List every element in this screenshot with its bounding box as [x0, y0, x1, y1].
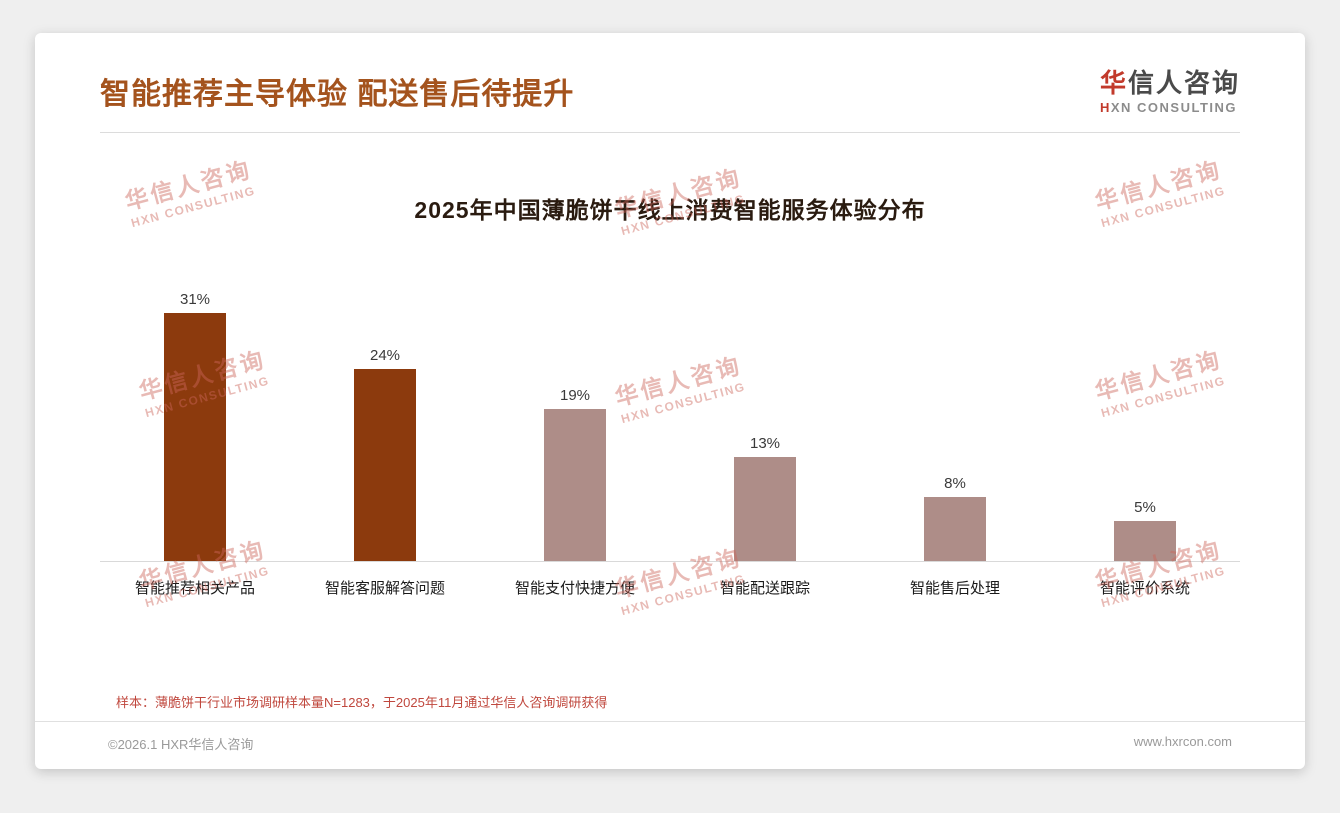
- copyright-text: ©2026.1 HXR华信人咨询: [108, 736, 254, 752]
- page-title: 智能推荐主导体验 配送售后待提升: [100, 78, 575, 111]
- sample-note: 样本：薄脆饼干行业市场调研样本量N=1283，于2025年11月通过华信人咨询调…: [116, 694, 608, 710]
- bar-column: 13%: [670, 435, 860, 561]
- bar: [1114, 520, 1176, 561]
- bar: [544, 408, 606, 561]
- bar-column: 19%: [480, 387, 670, 561]
- bar-value-label: 31%: [179, 290, 211, 308]
- category-label: 智能评价系统: [1099, 579, 1190, 597]
- category-label: 智能推荐相关产品: [134, 579, 255, 597]
- bar-value-label: 13%: [749, 434, 781, 452]
- bar: [354, 368, 416, 561]
- brand-logo: 华信人咨询 HXN CONSULTING: [1099, 68, 1240, 116]
- logo-english: HXN CONSULTING: [1099, 99, 1238, 115]
- category-label: 智能配送跟踪: [719, 579, 810, 597]
- title-divider: [100, 131, 1240, 133]
- bar-column: 24%: [290, 347, 480, 561]
- bar-value-label: 5%: [1134, 498, 1156, 516]
- category-label: 智能客服解答问题: [324, 579, 445, 597]
- bar-column: 5%: [1050, 499, 1240, 561]
- logo-chinese-accent: 华: [1099, 68, 1128, 98]
- bar-column: 8%: [860, 475, 1050, 561]
- x-axis-line: [100, 560, 1240, 562]
- bar: [924, 496, 986, 561]
- bar: [734, 456, 796, 561]
- bar-chart: 2025年中国薄脆饼干线上消费智能服务体验分布 31% 24% 19% 13% 8% 5%…: [100, 191, 1240, 598]
- category-label: 智能售后处理: [909, 579, 1000, 597]
- category-labels-row: 智能推荐相关产品 智能客服解答问题 智能支付快捷方便 智能配送跟踪 智能售后处理 智能评价…: [100, 562, 1240, 598]
- website-link[interactable]: www.hxrcon.com: [1133, 733, 1232, 749]
- category-label: 智能支付快捷方便: [514, 579, 635, 597]
- bar-value-label: 19%: [559, 386, 591, 404]
- bar-value-label: 8%: [944, 474, 966, 492]
- report-card: 智能推荐主导体验 配送售后待提升 华信人咨询 HXN CONSULTING 20…: [35, 33, 1305, 769]
- header: 智能推荐主导体验 配送售后待提升 华信人咨询 HXN CONSULTING: [100, 33, 1240, 116]
- footer-divider: [35, 720, 1305, 722]
- bars-area: 31% 24% 19% 13% 8% 5%: [100, 281, 1240, 561]
- footer: ©2026.1 HXR华信人咨询 www.hxrcon.com: [100, 722, 1240, 753]
- logo-chinese: 华信人咨询: [1099, 68, 1240, 98]
- bar-column: 31%: [100, 291, 290, 561]
- logo-english-accent: H: [1099, 99, 1111, 115]
- bar-value-label: 24%: [369, 346, 401, 364]
- bar: [164, 312, 226, 561]
- chart-title: 2025年中国薄脆饼干线上消费智能服务体验分布: [414, 196, 926, 223]
